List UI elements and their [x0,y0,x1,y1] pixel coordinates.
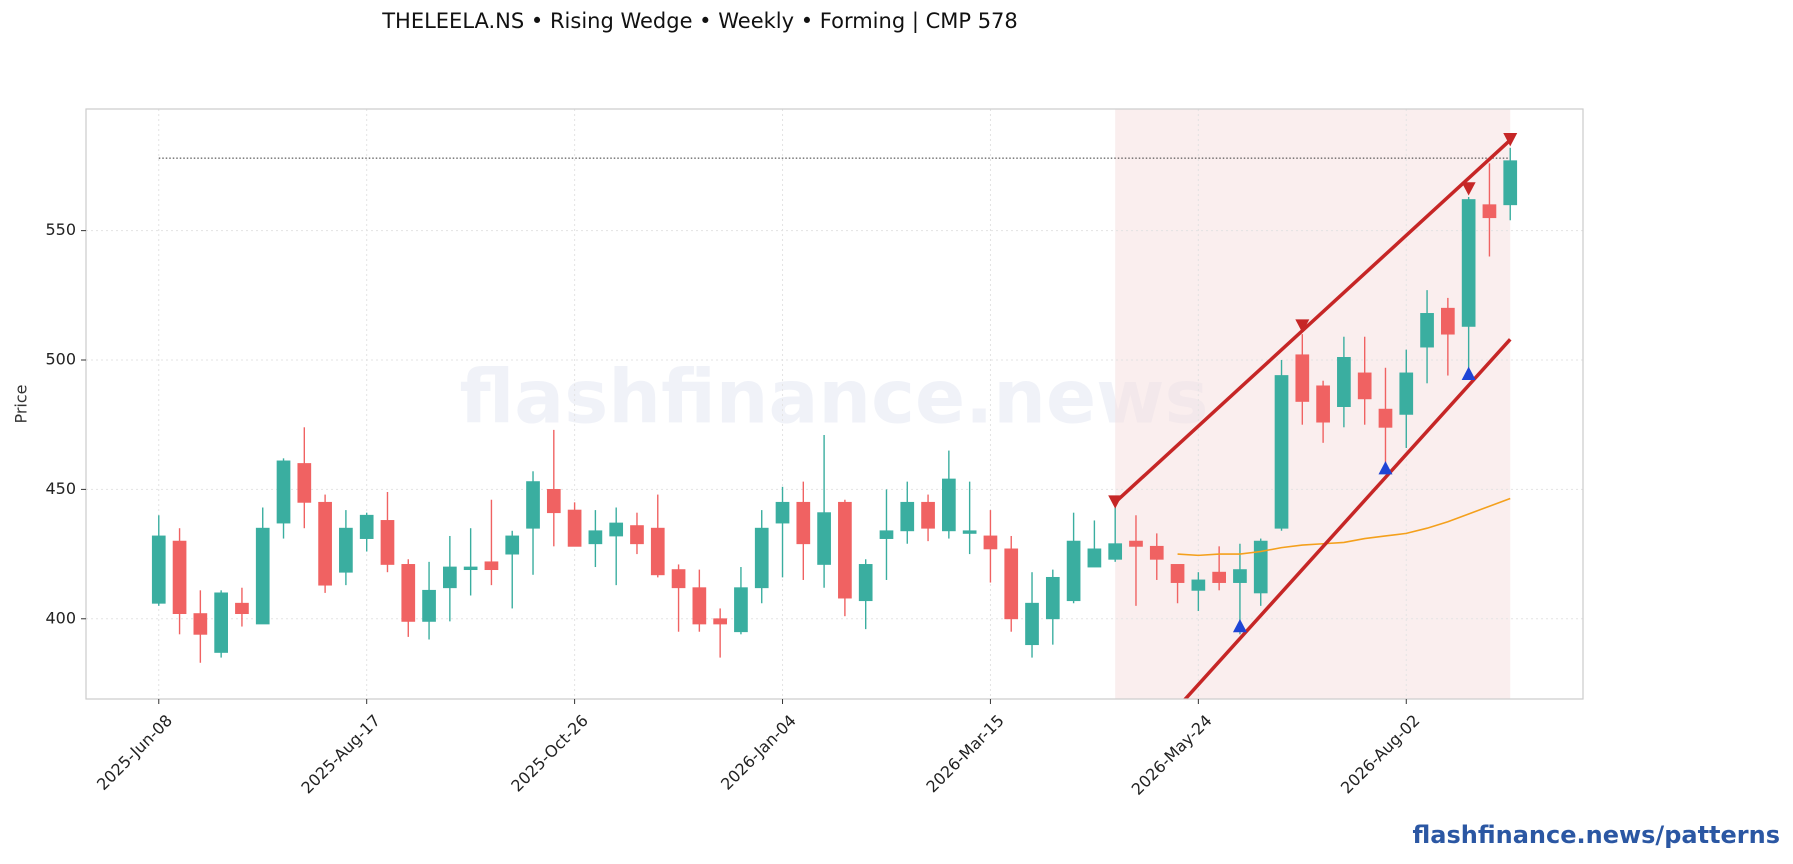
candle-body [1337,357,1351,407]
y-tick-label: 450 [45,479,76,498]
candle-body [1461,199,1476,327]
candle-body [1108,543,1123,560]
candle-body [1420,313,1434,348]
plot-area [86,109,1583,699]
watermark: flashfinance.news [459,355,1208,441]
candle-body [193,613,208,635]
candle-body [546,488,561,514]
candle-body [817,512,831,565]
footer-link: flashfinance.news/patterns [1412,821,1780,849]
candle-body [1129,540,1143,547]
candle-body [734,587,748,633]
candle-body [900,501,915,532]
candle-body [609,522,624,537]
candle-body [942,478,956,532]
x-tick-label: 2025-Oct-26 [507,711,592,796]
candle-body [214,592,228,653]
candle-body [422,589,436,622]
candle-body [838,501,852,599]
candle-body [1482,204,1497,219]
x-tick-label: 2025-Jun-08 [93,711,176,794]
y-tick-label: 550 [45,220,76,239]
candle-body [650,527,665,576]
candle-body [318,501,332,586]
candle-body [359,514,374,539]
moving-average-line [1177,497,1511,557]
candle-body [1087,548,1102,568]
candle-body [962,530,977,534]
candle-body [380,520,395,565]
candle-body [1149,545,1164,560]
x-tick-label: 2026-Aug-02 [1337,711,1424,798]
candle-body [151,535,166,604]
candle-body [443,566,457,589]
candle-body [505,535,520,555]
chart-title: THELEELA.NS • Rising Wedge • Weekly • Fo… [381,9,1018,34]
candle-body [1253,540,1268,594]
peak-marker [1503,133,1518,147]
trendlines [1114,138,1512,699]
x-tick-label: 2025-Aug-17 [297,711,384,798]
candle-body [1045,576,1060,620]
candle-body [276,460,291,524]
candle-body [1503,160,1518,206]
candle-body [983,535,998,550]
trendline [1182,338,1512,699]
x-tick-label: 2026-May-24 [1128,711,1216,799]
candle-body [1212,571,1226,583]
y-tick-label: 500 [45,350,76,369]
candle-body [484,561,499,571]
x-tick-label: 2026-Mar-15 [922,711,1007,796]
candle-body [879,530,894,539]
candle-body [1004,548,1019,620]
candle-body [255,527,270,625]
plot-frame [85,108,1584,700]
candle-body [796,501,811,545]
candle-body [858,564,873,602]
trough-marker [1378,461,1393,475]
candle-body [1191,579,1206,591]
y-tick-label: 400 [45,608,76,627]
peak-marker [1295,319,1310,333]
candle-body [1441,307,1455,335]
candle-body [1274,375,1289,529]
candle-body [339,527,353,573]
candle-body [1399,372,1414,415]
candle-body [172,540,187,615]
peak-marker [1108,495,1123,509]
candle-body [297,463,312,503]
candle-body [1378,408,1393,428]
y-axis-label: Price [12,384,31,423]
candle-body [526,481,540,529]
candle-body [630,525,644,545]
candle-body [692,587,707,625]
candle-body [401,564,416,622]
candle-body [713,618,727,625]
candle-body [921,501,935,529]
pattern-zone [1115,109,1511,699]
candle-body [588,530,603,545]
trough-marker [1232,618,1247,633]
candle-body [1233,569,1247,583]
candle-body [1316,385,1330,423]
trendline [1114,138,1512,504]
trough-marker [1461,366,1476,380]
candle-body [1357,372,1372,400]
candle-body [1170,564,1185,583]
candle-body [1295,354,1310,402]
x-tick-label: 2026-Jan-04 [717,711,800,794]
candle-body [567,509,582,547]
candle-body [1025,602,1039,646]
peak-marker [1461,182,1476,196]
candle-body [775,501,790,524]
candle-body [671,569,686,589]
candle-body [1066,540,1081,602]
candle-body [235,602,249,615]
candle-body [463,566,478,571]
candle-body [754,527,769,589]
